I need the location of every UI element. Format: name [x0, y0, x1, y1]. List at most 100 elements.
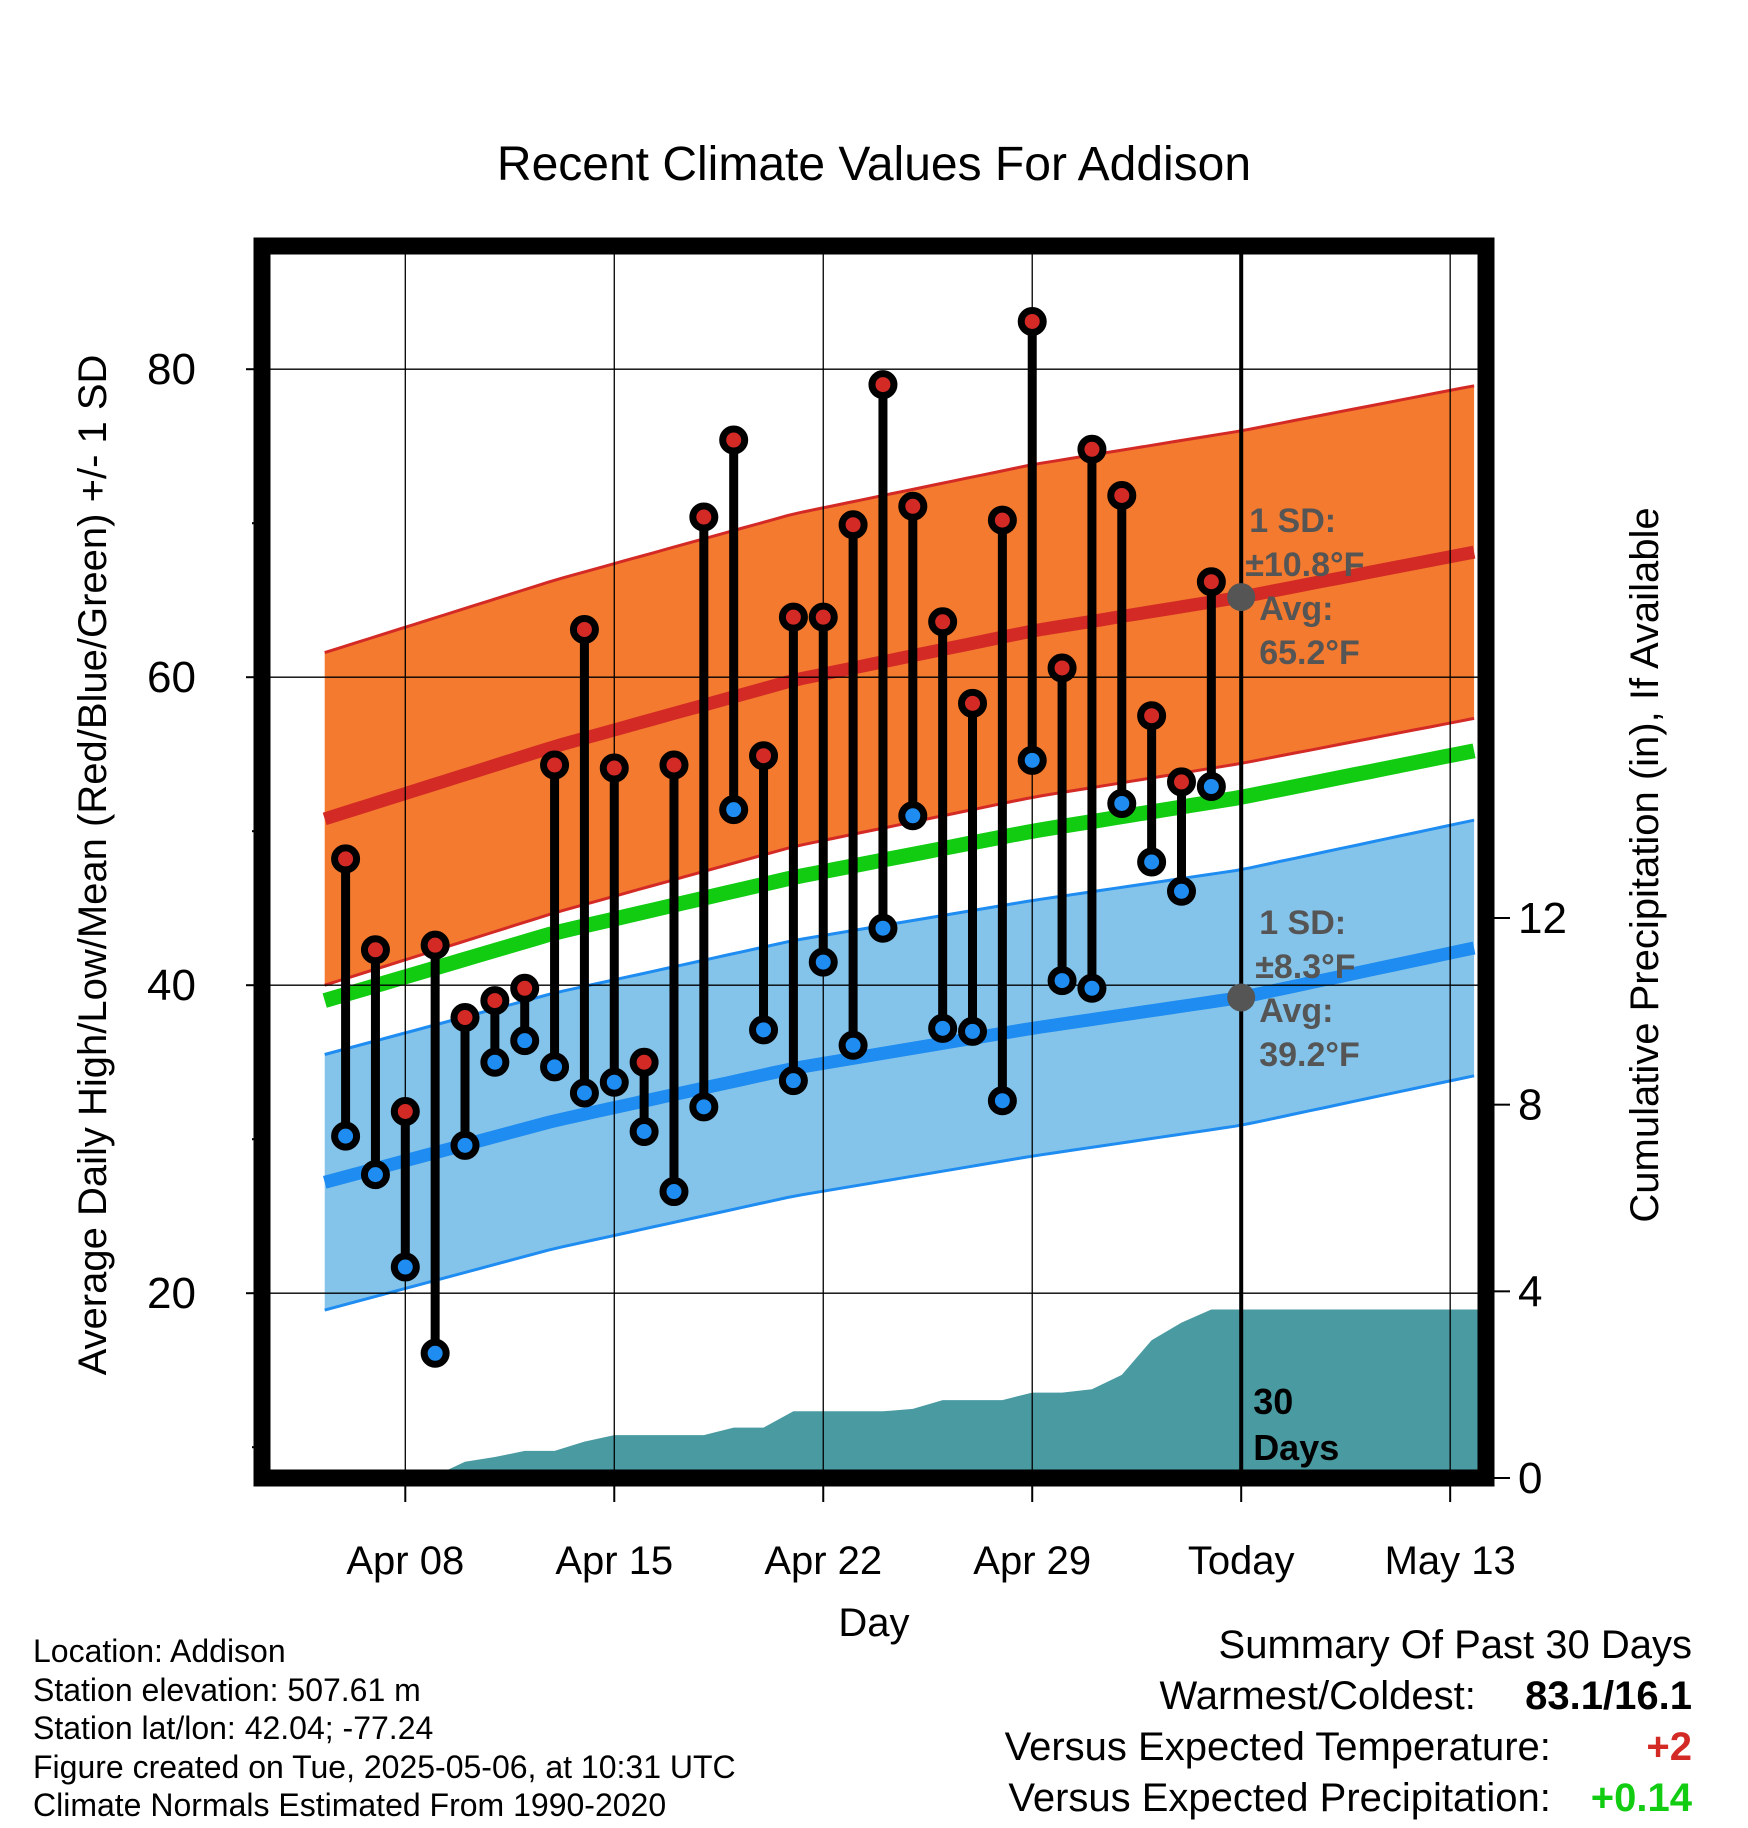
daily-high-point [659, 750, 689, 780]
daily-high-point [569, 614, 599, 644]
y-tick-label: 60 [147, 653, 196, 702]
daily-high-point [689, 502, 719, 532]
x-tick-label: Apr 15 [555, 1539, 673, 1583]
daily-high-point [629, 1047, 659, 1077]
low-sd-band [324, 820, 1475, 1311]
y2-tick-label: 8 [1518, 1081, 1542, 1130]
daily-high-point [1196, 567, 1226, 597]
avg-mean-line [322, 743, 1476, 1008]
high-sd-lower-edge [324, 716, 1475, 987]
daily-high-point [1077, 434, 1107, 464]
daily-high-point [1107, 480, 1137, 510]
daily-high-point [1047, 653, 1077, 683]
today-avg-high-marker [1227, 583, 1256, 612]
x-tick-label: Apr 29 [973, 1539, 1091, 1583]
daily-low-point [450, 1130, 480, 1160]
temp-value: +2 [1646, 1725, 1692, 1769]
summary-temp-row: Versus Expected Temperature: +2 [1005, 1722, 1692, 1773]
high-sd-upper-edge [324, 384, 1475, 655]
daily-high-point [420, 930, 450, 960]
daily-low-point [808, 947, 838, 977]
daily-high-point [480, 986, 510, 1016]
daily-low-point [599, 1067, 629, 1097]
daily-high-point [778, 602, 808, 632]
avg-high-line [322, 545, 1476, 826]
station-info: Location: Addison Station elevation: 507… [33, 1632, 736, 1825]
created-text: Figure created on Tue, 2025-05-06, at 10… [33, 1748, 736, 1785]
low-sd-upper-edge [324, 818, 1475, 1056]
precip-area [315, 1309, 1486, 1478]
daily-low-point [898, 801, 928, 831]
daily-low-point [510, 1026, 540, 1056]
y-tick-label: 20 [147, 1269, 196, 1318]
daily-low-point [569, 1078, 599, 1108]
plot-frame [253, 237, 1495, 1487]
precip-label: Versus Expected Precipitation: [1008, 1776, 1551, 1820]
daily-high-point [450, 1003, 480, 1033]
low-sd-label: 1 SD: [1259, 904, 1346, 942]
daily-low-point [1077, 973, 1107, 1003]
daily-low-point [778, 1066, 808, 1096]
daily-high-point [898, 491, 928, 521]
daily-high-point [360, 935, 390, 965]
daily-low-point [958, 1016, 988, 1046]
daily-low-point [540, 1052, 570, 1082]
normals-period-text: Climate Normals Estimated From 1990-2020 [33, 1787, 667, 1823]
y-tick-label: 40 [147, 961, 196, 1010]
daily-low-point [390, 1252, 420, 1282]
avg-low-line [323, 941, 1476, 1189]
high-sd-label: 1 SD: [1249, 502, 1336, 540]
daily-low-point [987, 1086, 1017, 1116]
low-avg-value: 39.2°F [1259, 1036, 1360, 1074]
chart-title: Recent Climate Values For Addison [497, 138, 1251, 191]
today-label-line1: 30 [1253, 1381, 1293, 1422]
low-avg-label: Avg: [1259, 992, 1333, 1030]
daily-low-point [749, 1015, 779, 1045]
x-axis-label: Day [838, 1601, 909, 1645]
daily-low-point [1166, 876, 1196, 906]
latlon-text: Station lat/lon: 42.04; -77.24 [33, 1710, 434, 1746]
y-axis-label: Average Daily High/Low/Mean (Red/Blue/Gr… [71, 355, 115, 1376]
daily-high-point [958, 688, 988, 718]
x-tick-label: Today [1188, 1539, 1295, 1583]
daily-high-point [540, 750, 570, 780]
warmest-label: Warmest/Coldest: [1159, 1674, 1476, 1718]
x-tick-label: Apr 08 [346, 1539, 464, 1583]
daily-low-point [838, 1030, 868, 1060]
daily-low-point [928, 1013, 958, 1043]
daily-high-point [987, 505, 1017, 535]
daily-low-point [719, 795, 749, 825]
high-avg-value: 65.2°F [1259, 634, 1360, 672]
y2-tick-label: 12 [1518, 894, 1567, 943]
high-sd-value: ±10.8°F [1245, 546, 1364, 584]
y-tick-label: 80 [147, 345, 196, 394]
daily-high-point [510, 973, 540, 1003]
low-sd-value: ±8.3°F [1255, 948, 1355, 986]
y2-tick-label: 0 [1518, 1454, 1542, 1503]
daily-low-point [331, 1121, 361, 1151]
temp-label: Versus Expected Temperature: [1004, 1725, 1551, 1769]
daily-high-point [599, 753, 629, 783]
daily-high-point [331, 844, 361, 874]
daily-high-point [838, 510, 868, 540]
daily-low-point [868, 913, 898, 943]
daily-low-point [420, 1338, 450, 1368]
daily-high-point [390, 1096, 420, 1126]
daily-low-point [1196, 772, 1226, 802]
today-label-line2: Days [1253, 1427, 1339, 1468]
daily-low-point [360, 1160, 390, 1190]
y2-tick-label: 4 [1518, 1267, 1542, 1316]
plot-area: 1 SD: ±10.8°F Avg: 65.2°F 1 SD: ±8.3°F Avg: 39.… [147, 237, 1567, 1583]
x-tick-label: Apr 22 [764, 1539, 882, 1583]
summary-panel: Summary Of Past 30 Days Warmest/Coldest:… [1005, 1620, 1692, 1824]
daily-low-point [1047, 966, 1077, 996]
daily-high-point [1017, 306, 1047, 336]
daily-low-point [689, 1092, 719, 1122]
daily-high-point [868, 370, 898, 400]
plot-content [262, 246, 1486, 1478]
warmest-value: 83.1/16.1 [1525, 1674, 1692, 1718]
daily-high-point [928, 607, 958, 637]
daily-low-point [629, 1117, 659, 1146]
today-avg-low-marker [1227, 983, 1256, 1012]
